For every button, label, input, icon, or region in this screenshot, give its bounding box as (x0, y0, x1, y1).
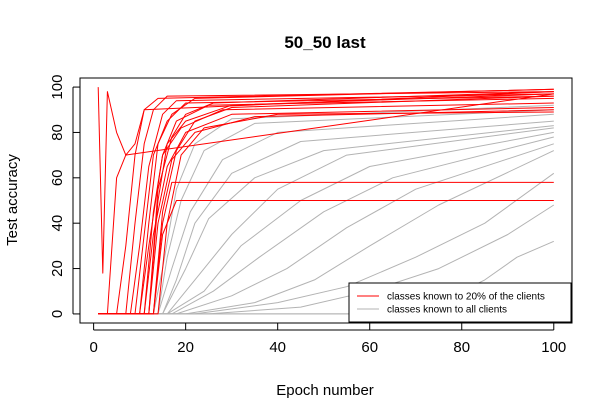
series-line-red-17 (98, 111, 554, 315)
y-tick-label: 0 (49, 310, 66, 318)
y-tick-label: 80 (49, 124, 66, 141)
x-tick-label: 80 (453, 339, 470, 356)
series-line-red-1 (97, 87, 554, 274)
x-axis-title: Epoch number (276, 382, 374, 399)
y-tick-label: 60 (49, 169, 66, 186)
y-tick-label: 40 (49, 215, 66, 232)
legend-box (348, 282, 572, 323)
chart-title: 50_50 last (284, 33, 366, 52)
x-tick-label: 20 (177, 339, 194, 356)
y-axis: 0 20 40 60 80 100 (49, 75, 80, 318)
legend: classes known to 20% of the clients class… (348, 282, 572, 323)
y-tick-label: 20 (49, 260, 66, 277)
y-axis-title: Test accuracy (4, 154, 21, 246)
y-tick-label: 100 (49, 75, 66, 100)
legend-label-1: classes known to 20% of the clients (387, 292, 545, 303)
series-layer (97, 87, 555, 315)
x-tick-label: 100 (541, 339, 566, 356)
legend-label-2: classes known to all clients (387, 305, 507, 316)
x-tick-label: 0 (89, 339, 97, 356)
x-tick-label: 60 (361, 339, 378, 356)
x-tick-label: 40 (269, 339, 286, 356)
x-axis: 0 20 40 60 80 100 (89, 323, 566, 356)
series-line-red-9 (98, 102, 554, 315)
plot-frame (79, 77, 573, 324)
